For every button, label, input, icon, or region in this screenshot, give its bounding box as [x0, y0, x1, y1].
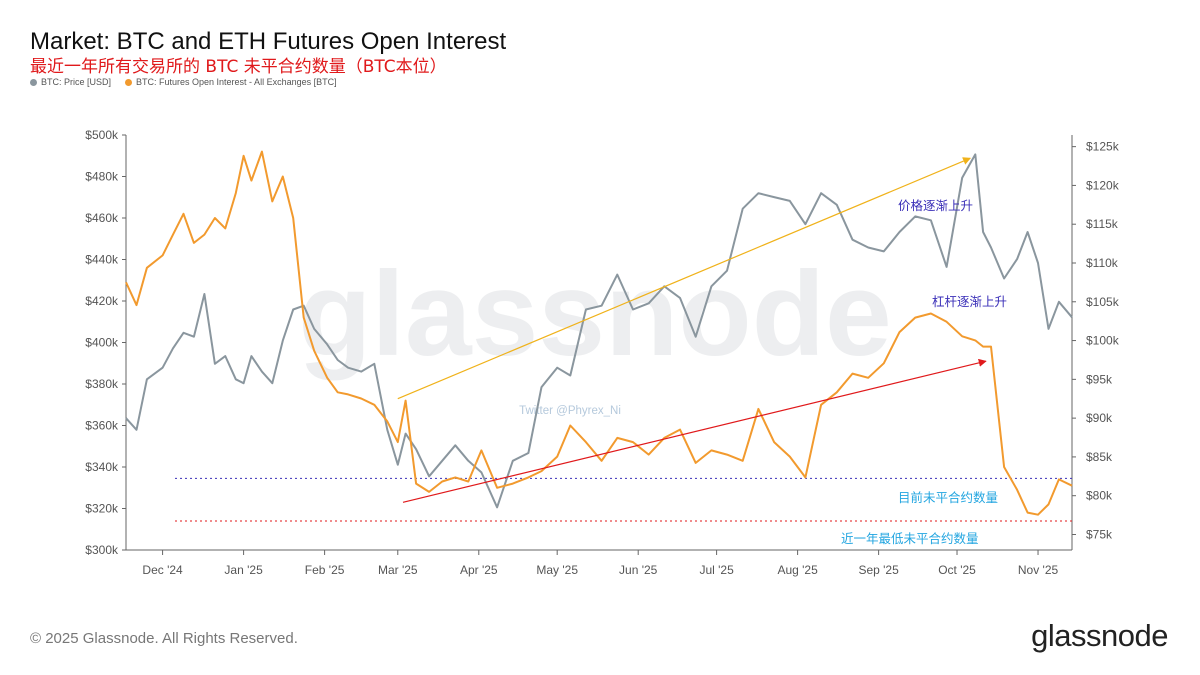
annotation-price-rising: 价格逐渐上升: [898, 198, 973, 213]
x-tick-label: Jul '25: [699, 563, 734, 577]
futures-open-interest-line: [125, 150, 1073, 516]
left-tick-label: $380k: [85, 377, 119, 391]
open-interest-series: [125, 150, 1073, 516]
left-tick-label: $440k: [85, 253, 119, 267]
leverage-trend-arrow: [402, 358, 987, 503]
x-tick-label: Oct '25: [938, 563, 976, 577]
x-tick-label: Dec '24: [142, 563, 183, 577]
left-tick-label: $300k: [85, 543, 119, 557]
right-tick-label: $115k: [1086, 217, 1119, 231]
x-tick-label: May '25: [536, 563, 578, 577]
x-tick-label: Sep '25: [858, 563, 899, 577]
chart-plot: glassnode Twitter @Phyrex_Ni $300k$320k$…: [85, 128, 1119, 577]
watermark-logo: glassnode: [298, 247, 892, 381]
x-tick-label: Aug '25: [777, 563, 818, 577]
left-tick-label: $320k: [85, 502, 119, 516]
right-tick-label: $80k: [1086, 489, 1113, 503]
chart-subtitle: 最近一年所有交易所的 BTC 未平合约数量（BTC本位）: [30, 57, 447, 77]
annotation-lowest-oi: 近一年最低未平合约数量: [841, 531, 979, 546]
x-tick-label: Feb '25: [305, 563, 345, 577]
left-tick-label: $400k: [85, 336, 119, 350]
left-tick-label: $460k: [85, 211, 119, 225]
x-tick-label: Jan '25: [224, 563, 263, 577]
annotation-current-oi: 目前未平合约数量: [898, 490, 998, 505]
x-tick-label: Apr '25: [460, 563, 498, 577]
axes: $300k $320k $340k $360k $380k $400k $420k $440k…: [85, 128, 1119, 577]
trend-lines: [397, 157, 987, 503]
legend-item-price[interactable]: BTC: Price [USD]: [30, 77, 111, 87]
chart-legend: BTC: Price [USD] BTC: Futures Open Inter…: [30, 77, 337, 87]
btc-price-line: [125, 153, 1073, 509]
right-tick-label: $110k: [1086, 256, 1119, 270]
annotation-leverage-rising: 杠杆逐渐上升: [932, 294, 1007, 309]
x-tick-label: Mar '25: [378, 563, 418, 577]
right-tick-label: $95k: [1086, 372, 1113, 386]
x-tick-label: Jun '25: [619, 563, 658, 577]
right-tick-label: $100k: [1086, 334, 1120, 348]
left-tick-label: $360k: [85, 419, 119, 433]
right-tick-label: $75k: [1086, 527, 1113, 541]
legend-dot-oi: [125, 78, 133, 86]
watermark-credit: Twitter @Phyrex_Ni: [519, 405, 621, 417]
right-tick-label: $85k: [1086, 450, 1113, 464]
legend-label-oi: BTC: Futures Open Interest - All Exchang…: [136, 77, 337, 87]
legend-item-oi[interactable]: BTC: Futures Open Interest - All Exchang…: [125, 77, 337, 87]
left-tick-label: $420k: [85, 294, 119, 308]
price-trend-arrow: [397, 157, 972, 400]
right-tick-label: $90k: [1086, 411, 1113, 425]
right-tick-label: $105k: [1086, 295, 1120, 309]
left-tick-label: $480k: [85, 170, 119, 184]
x-tick-label: Nov '25: [1018, 563, 1059, 577]
right-tick-label: $120k: [1086, 178, 1120, 192]
chart-title: Market: BTC and ETH Futures Open Interes…: [30, 28, 507, 55]
legend-dot-price: [30, 78, 37, 86]
copyright-text: © 2025 Glassnode. All Rights Reserved.: [30, 630, 298, 647]
left-tick-label: $500k: [85, 128, 119, 142]
legend-label-price: BTC: Price [USD]: [41, 77, 112, 87]
price-series: [125, 153, 1073, 509]
left-tick-label: $340k: [85, 460, 119, 474]
brand-logo: glassnode: [1031, 618, 1168, 653]
right-tick-label: $125k: [1086, 140, 1120, 154]
